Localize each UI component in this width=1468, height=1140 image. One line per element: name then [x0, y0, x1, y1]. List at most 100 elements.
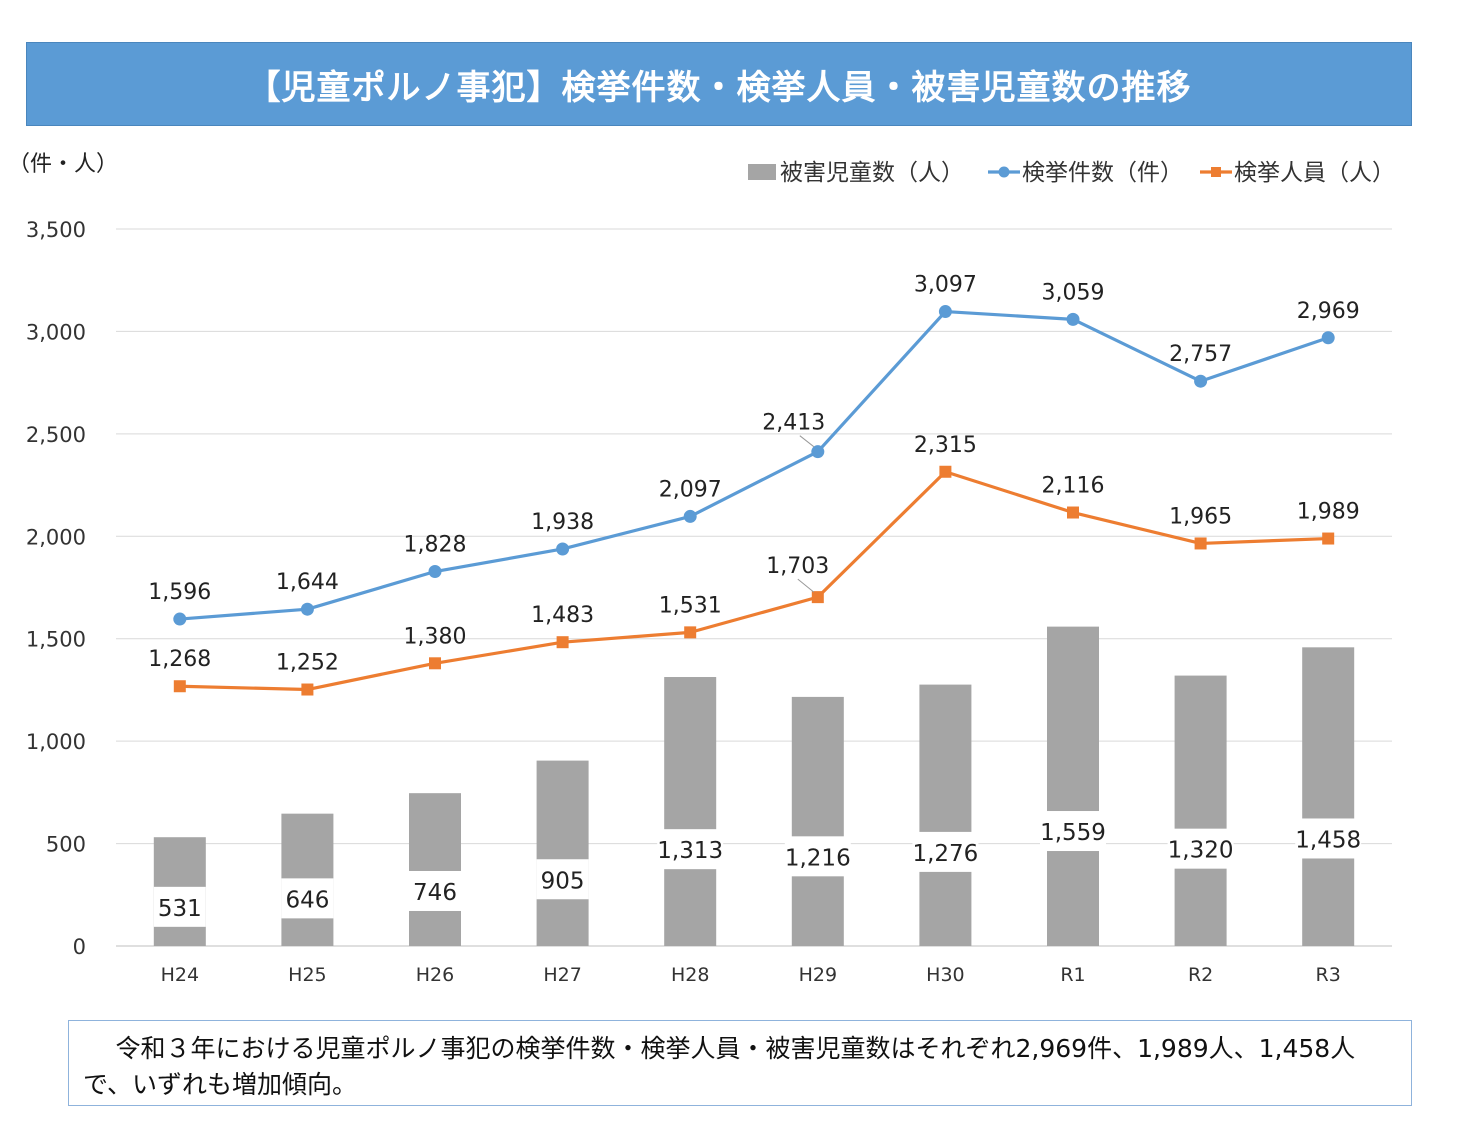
persons-label-leader: [797, 578, 815, 593]
chart-area: 0 500 1,000 1,500 2,000 2,500 3,000 3,500 H24 H25…: [26, 160, 1395, 986]
cases-series-point: [1066, 312, 1080, 326]
persons-series-point: [1322, 532, 1335, 545]
bar-data-label: 1,313: [657, 838, 723, 864]
bar-data-label: 1,458: [1295, 827, 1361, 853]
x-tick-label: H25: [288, 964, 326, 986]
x-tick-label: H24: [161, 964, 199, 986]
bar: [919, 684, 972, 946]
y-axis-unit-label: （件・人）: [8, 152, 119, 177]
y-tick-label: 3,500: [26, 218, 86, 242]
summary-note: 令和３年における児童ポルノ事犯の検挙件数・検挙人員・被害児童数はそれぞれ2,96…: [68, 1020, 1412, 1106]
persons-series-data-label: 2,315: [914, 433, 977, 458]
y-tick-label: 2,500: [26, 423, 86, 447]
y-tick-label: 1,500: [26, 628, 86, 652]
persons-series-data-label: 1,483: [531, 603, 594, 628]
bar-data-label: 905: [541, 868, 585, 894]
x-tick-label: H27: [543, 964, 581, 986]
persons-series-data-label: 1,252: [276, 651, 339, 676]
bar-data-label: 1,559: [1040, 820, 1106, 846]
bar-data-label: 1,276: [912, 841, 978, 867]
legend-bar-swatch: [748, 164, 776, 180]
legend-cases-marker: [998, 166, 1010, 178]
cases-series-point: [556, 542, 570, 556]
cases-series-data-label: 1,596: [148, 580, 211, 605]
persons-series-point: [939, 465, 952, 478]
bar-label-box: [409, 870, 461, 911]
persons-series-point: [173, 680, 186, 693]
y-tick-label: 1,000: [26, 730, 86, 754]
persons-series-data-label: 1,268: [148, 647, 211, 672]
cases-series-data-label: 1,938: [531, 510, 594, 535]
x-tick-label: H29: [799, 964, 837, 986]
cases-series-point: [938, 305, 952, 319]
cases-series-data-label: 2,097: [659, 477, 722, 502]
cases-series-point: [1321, 331, 1335, 345]
bar-label-box: [1295, 818, 1362, 859]
bar: [791, 696, 844, 946]
bar-data-label: 1,320: [1168, 838, 1234, 864]
legend-cases-label: 検挙件数（件）: [1022, 160, 1183, 186]
cases-series-point: [428, 565, 442, 579]
bar-label-box: [281, 878, 334, 919]
x-tick-label: H28: [671, 964, 709, 986]
cases-series-point: [1194, 374, 1208, 388]
persons-series-data-label: 1,380: [404, 624, 467, 649]
cases-label-leader: [799, 435, 815, 448]
y-tick-label: 3,000: [26, 320, 86, 344]
bar-data-label: 646: [285, 887, 329, 913]
persons-series-data-label: 1,965: [1169, 504, 1232, 529]
bar-label-box: [784, 836, 851, 877]
bar-label-box: [912, 831, 979, 872]
persons-series-point: [811, 591, 824, 604]
bar: [1047, 626, 1099, 946]
y-tick-label: 0: [73, 935, 86, 959]
y-tick-label: 500: [46, 833, 86, 857]
persons-series-line: [179, 470, 1329, 692]
bar-label-box: [1167, 828, 1234, 869]
x-tick-label: H26: [416, 964, 454, 986]
x-tick-label: R2: [1188, 964, 1213, 986]
bar: [1302, 647, 1355, 946]
bar-data-label: 746: [413, 880, 457, 906]
persons-series-point: [429, 657, 441, 670]
bar: [1174, 675, 1227, 946]
legend-bar-label: 被害児童数（人）: [780, 160, 964, 186]
cases-series-data-label: 2,969: [1297, 299, 1360, 324]
x-tick-label: R3: [1316, 964, 1341, 986]
cases-series-data-label: 3,059: [1042, 280, 1105, 305]
x-tick-label: R1: [1060, 964, 1085, 986]
bar-label-box: [1040, 811, 1106, 852]
legend-persons-marker: [1211, 167, 1221, 177]
bar-label-box: [536, 859, 589, 900]
cases-series-point: [300, 602, 314, 616]
cases-series-point: [683, 509, 697, 523]
cases-series-data-label: 1,644: [276, 570, 339, 595]
persons-series-point: [556, 636, 569, 649]
persons-series-data-label: 1,989: [1297, 500, 1360, 525]
cases-series-point: [811, 445, 825, 459]
cases-series-data-label: 2,757: [1169, 342, 1232, 367]
bar: [536, 760, 589, 946]
y-tick-label: 2,000: [26, 525, 86, 549]
chart-title-banner: 【児童ポルノ事犯】検挙件数・検挙人員・被害児童数の推移: [26, 42, 1412, 126]
x-tick-label: H30: [926, 964, 964, 986]
persons-series-point: [301, 683, 314, 696]
cases-series-data-label: 1,828: [404, 533, 467, 558]
persons-series-point: [1067, 506, 1079, 519]
cases-series-data-label: 3,097: [914, 273, 977, 298]
bar: [409, 793, 461, 946]
bar: [664, 677, 717, 946]
legend-persons-label: 検挙人員（人）: [1234, 160, 1395, 186]
persons-series-point: [1194, 537, 1207, 550]
persons-series-data-label: 1,703: [766, 554, 829, 579]
persons-series-data-label: 2,116: [1042, 474, 1105, 499]
bar-label-box: [657, 829, 724, 870]
persons-series-point: [684, 626, 697, 639]
persons-series-data-label: 1,531: [659, 593, 722, 618]
bar-data-label: 1,216: [785, 845, 851, 871]
cases-series-data-label: 2,413: [762, 411, 825, 436]
summary-note-text: 令和３年における児童ポルノ事犯の検挙件数・検挙人員・被害児童数はそれぞれ2,96…: [83, 1034, 1356, 1099]
bar-data-label: 531: [158, 896, 202, 922]
cases-series-point: [173, 612, 187, 626]
chart-title: 【児童ポルノ事犯】検挙件数・検挙人員・被害児童数の推移: [246, 67, 1192, 108]
